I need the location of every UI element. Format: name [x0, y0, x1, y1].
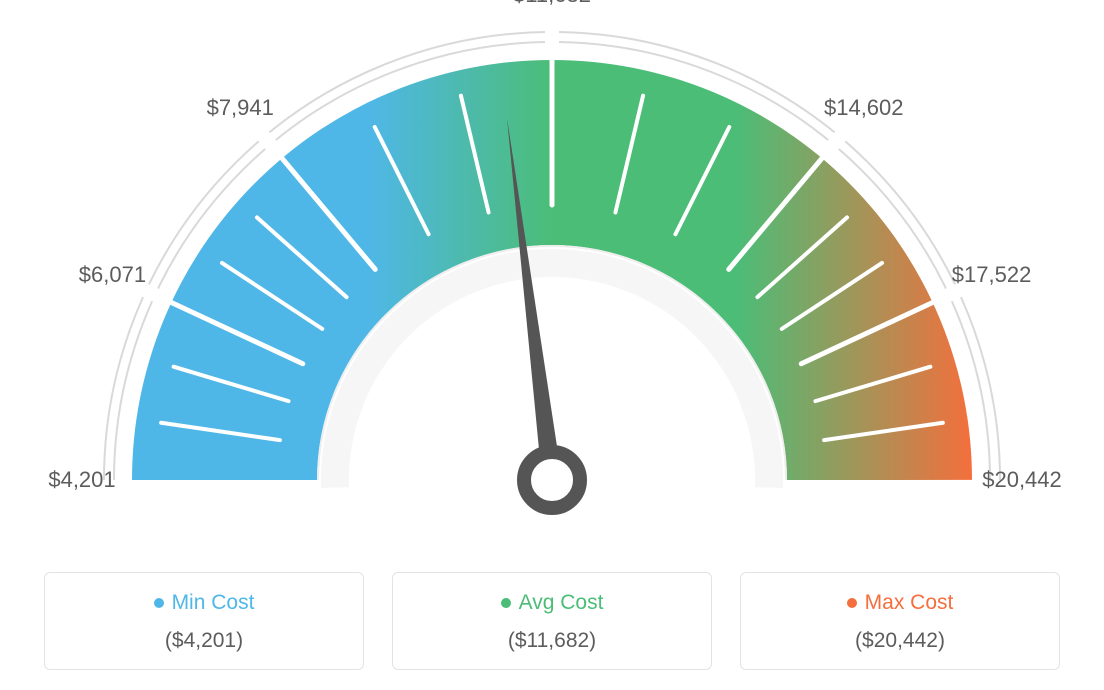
- gauge-tick-label: $17,522: [952, 262, 1032, 288]
- legend-title-max: Max Cost: [847, 591, 954, 615]
- gauge-tick-label: $4,201: [48, 467, 115, 493]
- legend-card-min: Min Cost ($4,201): [44, 572, 364, 670]
- gauge-svg: [0, 0, 1104, 540]
- legend-value-avg: ($11,682): [403, 629, 701, 653]
- gauge-tick-label: $11,682: [513, 0, 591, 8]
- cost-gauge-chart: { "gauge": { "type": "gauge", "min_value…: [0, 0, 1104, 690]
- legend-title-text: Avg Cost: [519, 591, 604, 615]
- gauge-tick-label: $14,602: [824, 95, 904, 121]
- dot-icon: [154, 598, 164, 608]
- dot-icon: [847, 598, 857, 608]
- legend-card-max: Max Cost ($20,442): [740, 572, 1060, 670]
- legend-card-avg: Avg Cost ($11,682): [392, 572, 712, 670]
- legend-title-text: Max Cost: [865, 591, 954, 615]
- dot-icon: [501, 598, 511, 608]
- legend-value-min: ($4,201): [55, 629, 353, 653]
- gauge-area: $4,201 $6,071 $7,941 $11,682 $14,602 $17,522 $…: [0, 0, 1104, 540]
- legend-row: Min Cost ($4,201) Avg Cost ($11,682) Max…: [0, 572, 1104, 670]
- legend-title-avg: Avg Cost: [501, 591, 604, 615]
- legend-value-max: ($20,442): [751, 629, 1049, 653]
- gauge-tick-label: $6,071: [79, 262, 146, 288]
- gauge-tick-label: $7,941: [207, 95, 274, 121]
- gauge-tick-label: $20,442: [982, 467, 1062, 493]
- legend-title-min: Min Cost: [154, 591, 255, 615]
- legend-title-text: Min Cost: [172, 591, 255, 615]
